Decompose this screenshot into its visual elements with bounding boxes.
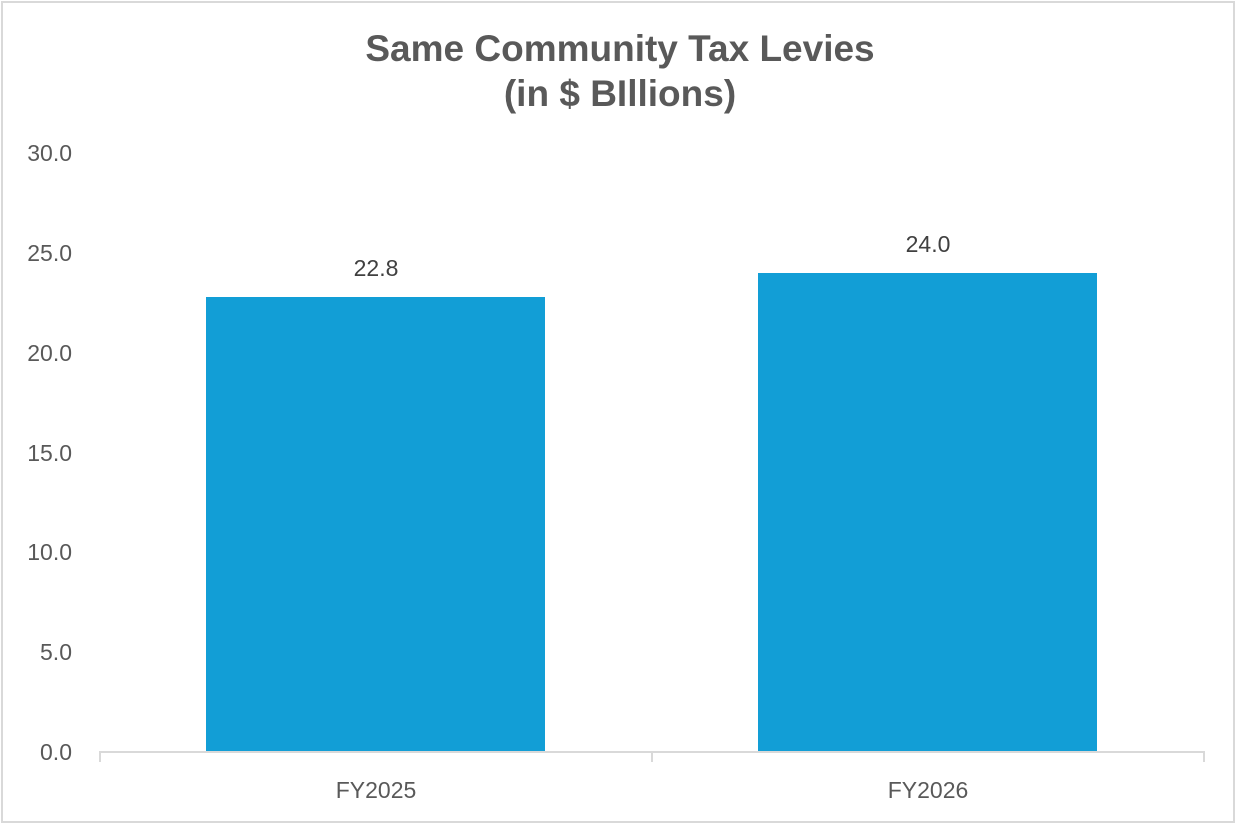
y-tick-label: 25.0 [27,240,72,266]
x-tick-label-fy2025: FY2025 [335,777,417,803]
y-tick-label: 0.0 [40,739,72,765]
y-tick-label: 15.0 [27,440,72,466]
x-axis-tick [651,752,653,762]
y-tick-label: 20.0 [27,340,72,366]
bar-fy2026 [758,273,1097,752]
data-label-fy2025: 22.8 [353,255,399,281]
x-tick-label-fy2026: FY2026 [887,777,969,803]
bar-fy2025 [206,297,545,752]
y-tick-label: 5.0 [40,639,72,665]
chart-title: Same Community Tax Levies (in $ BIllions… [0,26,1240,116]
x-axis-tick [1203,752,1205,762]
y-tick-label: 30.0 [27,140,72,166]
chart-title-line2: (in $ BIllions) [503,73,737,114]
data-label-fy2026: 24.0 [905,231,951,257]
y-tick-label: 10.0 [27,539,72,565]
chart-title-line1: Same Community Tax Levies [365,28,875,69]
x-axis-tick [99,752,101,762]
